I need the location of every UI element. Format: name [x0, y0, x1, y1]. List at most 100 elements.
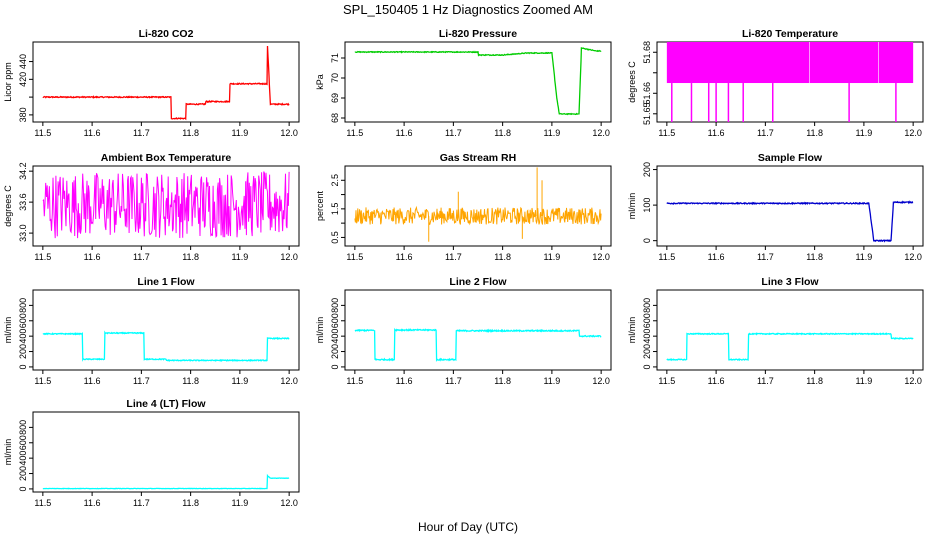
- y-tick-label: 0.5: [330, 231, 340, 244]
- panel-title: Line 1 Flow: [137, 276, 195, 288]
- panel-title: Li-820 CO2: [139, 28, 194, 40]
- x-axis-label: Hour of Day (UTC): [418, 520, 518, 534]
- y-tick-label: 0: [18, 486, 28, 491]
- panel-title: Li-820 Temperature: [742, 28, 838, 40]
- y-tick-label: 600: [18, 313, 28, 328]
- x-tick-label: 11.5: [34, 128, 51, 138]
- x-tick-label: 11.7: [757, 128, 774, 138]
- x-tick-label: 11.6: [84, 128, 101, 138]
- x-tick-label: 11.9: [231, 252, 248, 262]
- y-tick-label: 800: [642, 298, 652, 313]
- y-tick-label: 440: [18, 54, 28, 69]
- x-tick-label: 12.0: [592, 376, 610, 386]
- series-line4: [42, 473, 290, 490]
- x-tick-label: 11.6: [84, 498, 101, 508]
- y-axis-label: degrees C: [627, 61, 637, 103]
- x-tick-label: 12.0: [280, 498, 298, 508]
- y-tick-label: 420: [18, 72, 28, 87]
- y-tick-label: 51.66: [642, 82, 652, 105]
- plot-frame: [344, 41, 612, 123]
- y-tick-label: 51.68: [642, 41, 652, 64]
- y-axis-label: degrees C: [3, 185, 13, 227]
- y-tick-label: 71: [330, 53, 340, 63]
- x-tick-label: 11.5: [346, 252, 363, 262]
- y-axis-label: kPa: [315, 74, 325, 90]
- plot-frame: [344, 165, 612, 247]
- series-line: [42, 171, 290, 239]
- series-ambient: [42, 171, 290, 239]
- series-band: [666, 42, 914, 84]
- x-tick-label: 11.9: [543, 376, 560, 386]
- panel-ambient: Ambient Box Temperature 11.5 11.6 11.7 11.8 1…: [3, 152, 300, 262]
- x-tick-label: 11.7: [445, 376, 462, 386]
- series-co2: [42, 45, 290, 121]
- series-line: [666, 332, 914, 362]
- y-tick-label: 400: [18, 329, 28, 344]
- x-tick-label: 11.6: [84, 252, 101, 262]
- y-tick-label: 2.5: [330, 174, 340, 187]
- x-tick-label: 11.8: [494, 376, 511, 386]
- y-tick-label: 400: [18, 451, 28, 466]
- y-tick-label: 600: [642, 313, 652, 328]
- x-tick-label: 12.0: [280, 128, 298, 138]
- x-tick-label: 11.7: [133, 498, 150, 508]
- series-rh: [354, 167, 602, 242]
- y-tick-label: 800: [18, 420, 28, 435]
- x-tick-label: 11.8: [494, 252, 511, 262]
- y-tick-label: 68: [330, 113, 340, 123]
- y-axis-label: ml/min: [3, 439, 13, 466]
- panel-line3: Line 3 Flow 11.5 11.6 11.7 11.8 11.9 12.0 0 2004…: [627, 276, 924, 386]
- y-tick-label: 0: [642, 364, 652, 369]
- y-axis-label: ml/min: [627, 193, 637, 220]
- figure-title: SPL_150405 1 Hz Diagnostics Zoomed AM: [343, 2, 593, 17]
- x-tick-label: 11.7: [445, 252, 462, 262]
- x-tick-label: 11.8: [182, 252, 199, 262]
- series-pressure: [354, 47, 602, 116]
- x-tick-label: 11.8: [182, 376, 199, 386]
- plot-frame: [344, 289, 612, 371]
- x-tick-label: 11.7: [757, 376, 774, 386]
- y-tick-label: 200: [18, 466, 28, 481]
- x-tick-label: 11.8: [806, 128, 823, 138]
- x-tick-label: 11.6: [708, 128, 725, 138]
- x-tick-label: 11.9: [231, 376, 248, 386]
- y-axis-label: ml/min: [627, 317, 637, 344]
- x-tick-label: 11.5: [346, 376, 363, 386]
- panel-li820temp: Li-820 Temperature 11.5 11.6 11.7 11.8 11.9 12…: [627, 28, 924, 138]
- x-tick-label: 11.7: [133, 128, 150, 138]
- series-line: [42, 330, 290, 362]
- x-tick-label: 11.9: [855, 252, 872, 262]
- x-tick-label: 11.8: [182, 498, 199, 508]
- series-li820temp: [666, 42, 914, 122]
- panel-co2: Li-820 CO2 11.5 11.6 11.7 11.8 11.9 12.0 380 420…: [3, 28, 300, 138]
- series-line: [42, 473, 290, 490]
- x-tick-label: 11.8: [182, 128, 199, 138]
- x-tick-label: 11.5: [34, 498, 51, 508]
- x-tick-label: 11.5: [34, 252, 51, 262]
- series-line3: [666, 332, 914, 362]
- x-tick-label: 12.0: [904, 252, 922, 262]
- x-tick-label: 11.6: [396, 128, 413, 138]
- panel-line2: Line 2 Flow 11.5 11.6 11.7 11.8 11.9 12.0 0 2004…: [315, 276, 612, 386]
- panel-rh: Gas Stream RH 11.5 11.6 11.7 11.8 11.9 12.0 0.5…: [315, 152, 612, 262]
- y-tick-label: 380: [18, 107, 28, 122]
- y-tick-label: 70: [330, 73, 340, 83]
- series-line2: [354, 327, 602, 362]
- panels-container: Li-820 CO2 11.5 11.6 11.7 11.8 11.9 12.0 380 420…: [3, 28, 924, 508]
- plot-frame: [32, 289, 300, 371]
- x-tick-label: 11.5: [34, 376, 51, 386]
- y-tick-label: 33.0: [18, 224, 28, 242]
- x-tick-label: 11.7: [757, 252, 774, 262]
- y-tick-label: 400: [642, 329, 652, 344]
- x-tick-label: 11.5: [658, 128, 675, 138]
- x-tick-label: 11.6: [708, 252, 725, 262]
- x-tick-label: 12.0: [904, 376, 922, 386]
- x-tick-label: 11.8: [494, 128, 511, 138]
- x-tick-label: 11.6: [708, 376, 725, 386]
- series-sampleflow: [666, 200, 914, 243]
- panel-pressure: Li-820 Pressure 11.5 11.6 11.7 11.8 11.9 12.0 6…: [315, 28, 612, 138]
- y-tick-label: 800: [330, 298, 340, 313]
- x-tick-label: 11.9: [231, 128, 248, 138]
- plot-frame: [656, 289, 924, 371]
- x-tick-label: 12.0: [592, 128, 610, 138]
